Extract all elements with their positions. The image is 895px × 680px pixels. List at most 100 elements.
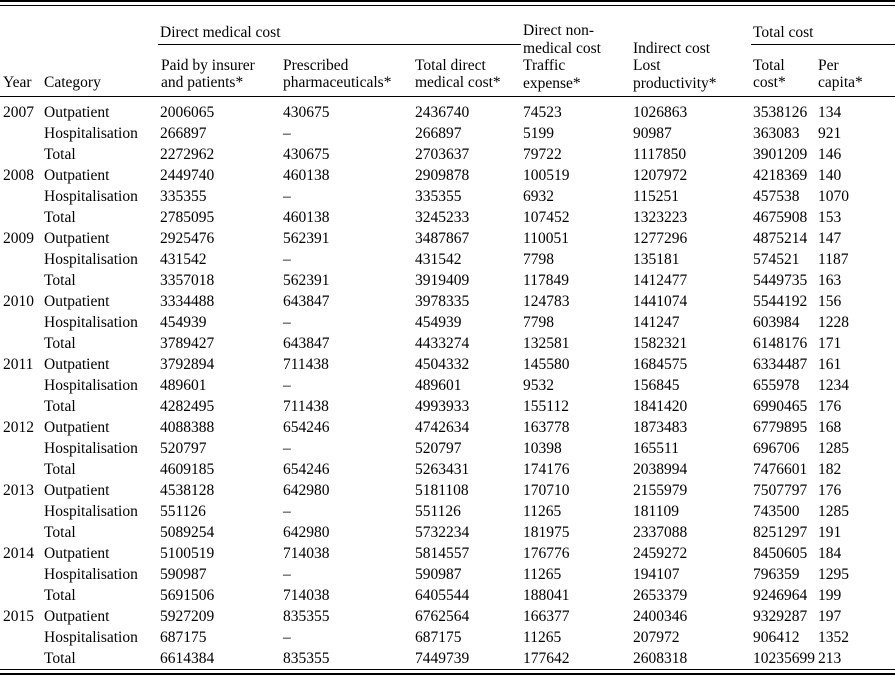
value-cell: 132581: [523, 334, 570, 352]
value-cell: 9329287: [753, 607, 808, 625]
value-cell: 2703637: [415, 145, 470, 163]
category-cell: Outpatient: [44, 292, 110, 310]
group-label-direct-nonmedical: Direct non-medical cost: [523, 22, 601, 57]
value-cell: 11265: [523, 628, 562, 646]
value-cell: 188041: [523, 586, 570, 604]
value-cell: 460138: [283, 208, 330, 226]
table-row: Hospitalisation 551126 – 551126 11265 181109 7…: [0, 501, 895, 522]
category-cell: Outpatient: [44, 103, 110, 121]
col-header-traffic-expense: Traffic expense*: [523, 57, 581, 92]
value-cell: 107452: [523, 208, 570, 226]
per-capita-label: Per capita*: [818, 56, 863, 92]
value-cell: 3487867: [415, 229, 470, 247]
year-cell: [0, 333, 42, 354]
value-cell: 176: [818, 481, 842, 499]
value-cell: 170710: [523, 481, 570, 499]
value-cell: 2155979: [633, 481, 688, 499]
value-cell: 6779895: [753, 418, 808, 436]
value-cell: 5181108: [415, 481, 469, 499]
table-row: Total 2785095 460138 3245233 107452 1323223 46…: [0, 207, 895, 228]
table-row: Total 4282495 711438 4993933 155112 1841420 69…: [0, 396, 895, 417]
col-header-lost-productivity: Lost productivity*: [633, 57, 717, 92]
year-cell: 2012: [3, 418, 34, 436]
value-cell: 5089254: [160, 523, 215, 541]
value-cell: 1441074: [633, 292, 688, 310]
value-cell: 1295: [818, 565, 850, 583]
value-cell: 177642: [523, 649, 570, 667]
value-cell: 1582321: [633, 334, 688, 352]
table-header: Year Category Direct medical cost Direct…: [0, 6, 895, 97]
table-row: 2009 Outpatient 2925476 562391 3487867 110051…: [0, 228, 895, 249]
value-cell: 191: [818, 523, 842, 541]
table-row: 2008 Outpatient 2449740 460138 2909878 100519…: [0, 165, 895, 186]
value-cell: 642980: [283, 523, 330, 541]
value-cell: 1117850: [633, 145, 687, 163]
value-cell: 9246964: [753, 586, 808, 604]
table-row: Total 3789427 643847 4433274 132581 1582321 61…: [0, 333, 895, 354]
value-cell: –: [283, 187, 291, 205]
year-cell: 2010: [3, 292, 34, 310]
value-cell: 5814557: [415, 544, 470, 562]
year-cell: [0, 501, 42, 522]
category-cell: Total: [44, 397, 76, 415]
year-cell: [0, 564, 42, 585]
table-row: Total 3357018 562391 3919409 117849 1412477 54…: [0, 270, 895, 291]
value-cell: 166377: [523, 607, 570, 625]
table-row: Hospitalisation 687175 – 687175 11265 207972 9…: [0, 627, 895, 648]
year-cell: 2014: [3, 544, 34, 562]
value-cell: 643847: [283, 292, 330, 310]
value-cell: 489601: [415, 376, 462, 394]
value-cell: 140: [818, 166, 842, 184]
value-cell: 2449740: [160, 166, 215, 184]
value-cell: 3789427: [160, 334, 215, 352]
category-cell: Outpatient: [44, 418, 110, 436]
value-cell: 6334487: [753, 355, 808, 373]
col-header-total-direct-medical-cost: Total direct medical cost*: [413, 44, 522, 97]
table-row: Hospitalisation 266897 – 266897 5199 90987 363…: [0, 123, 895, 144]
value-cell: 117849: [523, 271, 569, 289]
indirect-cost-stack: Indirect cost Lost productivity*: [633, 22, 749, 92]
value-cell: 2608318: [633, 649, 688, 667]
value-cell: 4538128: [160, 481, 215, 499]
value-cell: 163: [818, 271, 842, 289]
category-cell: Outpatient: [44, 544, 110, 562]
value-cell: 430675: [283, 145, 330, 163]
value-cell: 1323223: [633, 208, 688, 226]
value-cell: 551126: [415, 502, 461, 520]
value-cell: 2909878: [415, 166, 470, 184]
group-header-total-cost: Total cost: [751, 6, 895, 45]
value-cell: 135181: [633, 250, 680, 268]
value-cell: 489601: [160, 376, 207, 394]
value-cell: 2038994: [633, 460, 688, 478]
header-sub-row: Paid by insurer and patients* Prescribed…: [0, 44, 895, 97]
year-cell: [0, 522, 42, 543]
value-cell: 4218369: [753, 166, 808, 184]
value-cell: 153: [818, 208, 842, 226]
value-cell: 562391: [283, 271, 330, 289]
value-cell: –: [283, 502, 291, 520]
value-cell: 1412477: [633, 271, 688, 289]
value-cell: 796359: [753, 565, 800, 583]
value-cell: 8251297: [753, 523, 808, 541]
value-cell: 6990465: [753, 397, 808, 415]
year-cell: [0, 627, 42, 648]
category-cell: Hospitalisation: [44, 502, 138, 520]
value-cell: –: [283, 628, 291, 646]
value-cell: 161: [818, 355, 842, 373]
direct-nonmedical-stack: Direct non-medical cost Traffic expense*: [523, 22, 629, 92]
value-cell: 835355: [283, 607, 330, 625]
value-cell: 743500: [753, 502, 800, 520]
value-cell: 6148176: [753, 334, 808, 352]
cost-table: Year Category Direct medical cost Direct…: [0, 6, 895, 669]
value-cell: –: [283, 439, 291, 457]
value-cell: 79722: [523, 145, 562, 163]
category-cell: Total: [44, 334, 76, 352]
category-cell: Hospitalisation: [44, 565, 138, 583]
value-cell: 4433274: [415, 334, 470, 352]
value-cell: 7798: [523, 250, 555, 268]
table-body: 2007 Outpatient 2006065 430675 2436740 74523 1…: [0, 96, 895, 669]
value-cell: 197: [818, 607, 842, 625]
value-cell: 10235699: [753, 649, 816, 667]
table-row: Hospitalisation 454939 – 454939 7798 141247 60…: [0, 312, 895, 333]
table-row: Total 5691506 714038 6405544 188041 2653379 92…: [0, 585, 895, 606]
